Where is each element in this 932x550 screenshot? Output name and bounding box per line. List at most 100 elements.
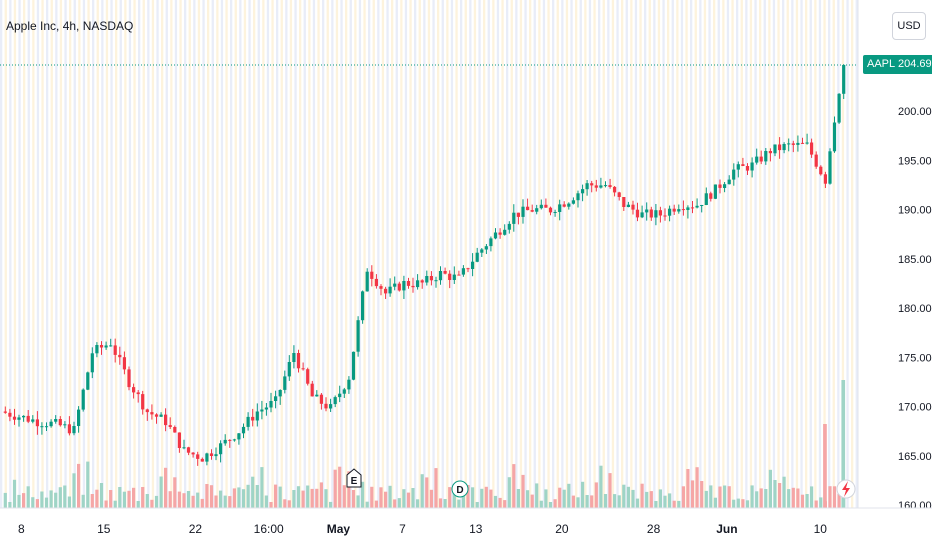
candle-body xyxy=(278,390,282,397)
volume-bar xyxy=(44,497,49,508)
volume-bar xyxy=(287,500,291,508)
volume-bar xyxy=(90,494,94,508)
volume-bar xyxy=(77,463,81,508)
candle-body xyxy=(645,209,649,213)
volume-bar xyxy=(759,488,763,508)
session-band xyxy=(105,0,109,508)
candle-body xyxy=(581,189,585,194)
volume-bar xyxy=(723,485,727,508)
session-band xyxy=(469,0,472,508)
volume-bar xyxy=(677,500,681,508)
price-axis-background xyxy=(858,0,932,508)
session-band xyxy=(519,0,523,508)
volume-bar xyxy=(159,476,163,508)
volume-bar xyxy=(603,494,608,508)
candle-body xyxy=(471,261,475,269)
candle-body xyxy=(397,283,401,291)
session-band xyxy=(207,0,210,508)
session-band xyxy=(151,0,155,508)
session-band xyxy=(630,0,633,508)
volume-bar xyxy=(301,490,305,508)
volume-bar xyxy=(17,494,21,508)
session-band xyxy=(55,0,58,508)
price-tick-label: 175.00 xyxy=(898,352,932,364)
candle-body xyxy=(232,439,236,441)
candle-body xyxy=(553,212,557,213)
volume-bar xyxy=(741,499,745,508)
candle-body xyxy=(489,238,493,247)
session-band xyxy=(823,0,826,508)
candle-body xyxy=(562,204,566,207)
candle-body xyxy=(681,209,685,211)
volume-bar xyxy=(503,500,507,508)
candle-body xyxy=(251,416,255,421)
session-band xyxy=(133,0,136,508)
candle-body xyxy=(796,142,800,145)
volume-bar xyxy=(649,491,653,508)
candle-body xyxy=(814,154,818,167)
session-band xyxy=(404,0,408,508)
session-band xyxy=(487,0,490,508)
session-band xyxy=(814,0,817,508)
chart-symbol-title[interactable]: Apple Inc, 4h, NASDAQ xyxy=(6,19,134,33)
session-band xyxy=(285,0,288,508)
volume-bar xyxy=(113,500,117,508)
candle-body xyxy=(182,447,186,449)
volume-bar xyxy=(787,489,791,508)
earnings-marker[interactable]: E xyxy=(346,468,362,488)
session-band xyxy=(409,0,412,508)
volume-bar xyxy=(810,486,814,508)
candle-body xyxy=(324,403,328,409)
session-band xyxy=(253,0,256,508)
candle-body xyxy=(745,166,750,171)
volume-bar xyxy=(342,485,346,508)
candle-body xyxy=(264,407,268,410)
session-band xyxy=(782,0,785,508)
session-band xyxy=(358,0,362,508)
candle-body xyxy=(90,353,94,373)
lightning-event-icon[interactable] xyxy=(836,479,856,499)
session-band xyxy=(391,0,394,508)
session-band xyxy=(331,0,334,508)
session-band xyxy=(386,0,389,508)
candle-body xyxy=(709,193,713,199)
volume-bar xyxy=(186,491,191,508)
candle-body xyxy=(351,351,356,380)
candle-body xyxy=(434,280,438,282)
session-band xyxy=(124,0,127,508)
volume-bar xyxy=(95,489,99,508)
session-band xyxy=(805,0,808,508)
volume-bar xyxy=(384,491,388,508)
candle-body xyxy=(461,268,465,275)
volume-bar xyxy=(443,499,447,508)
session-band xyxy=(82,0,86,508)
candle-body xyxy=(558,204,562,212)
session-band xyxy=(832,0,835,508)
candle-body xyxy=(695,205,699,208)
candle-body xyxy=(347,379,351,390)
session-band xyxy=(602,0,605,508)
volume-bar xyxy=(329,501,333,508)
volume-bar xyxy=(663,495,667,508)
currency-button[interactable]: USD xyxy=(892,12,926,40)
volume-bar xyxy=(562,489,566,508)
session-band xyxy=(501,0,504,508)
session-band xyxy=(837,0,840,508)
session-band xyxy=(230,0,233,508)
volume-bar xyxy=(150,499,154,508)
price-tick-label: 170.00 xyxy=(898,402,932,414)
time-tick-label: 22 xyxy=(189,522,203,536)
session-band xyxy=(639,0,642,508)
volume-bar xyxy=(617,495,621,508)
volume-bar xyxy=(12,479,17,508)
volume-bar xyxy=(86,461,90,508)
session-band xyxy=(441,0,444,508)
volume-bar xyxy=(81,494,85,508)
dividend-marker[interactable]: D xyxy=(451,480,469,498)
session-band xyxy=(50,0,53,508)
volume-bar xyxy=(136,501,140,508)
candle-body xyxy=(668,208,672,216)
candle-body xyxy=(44,426,49,428)
candle-body xyxy=(837,93,841,123)
